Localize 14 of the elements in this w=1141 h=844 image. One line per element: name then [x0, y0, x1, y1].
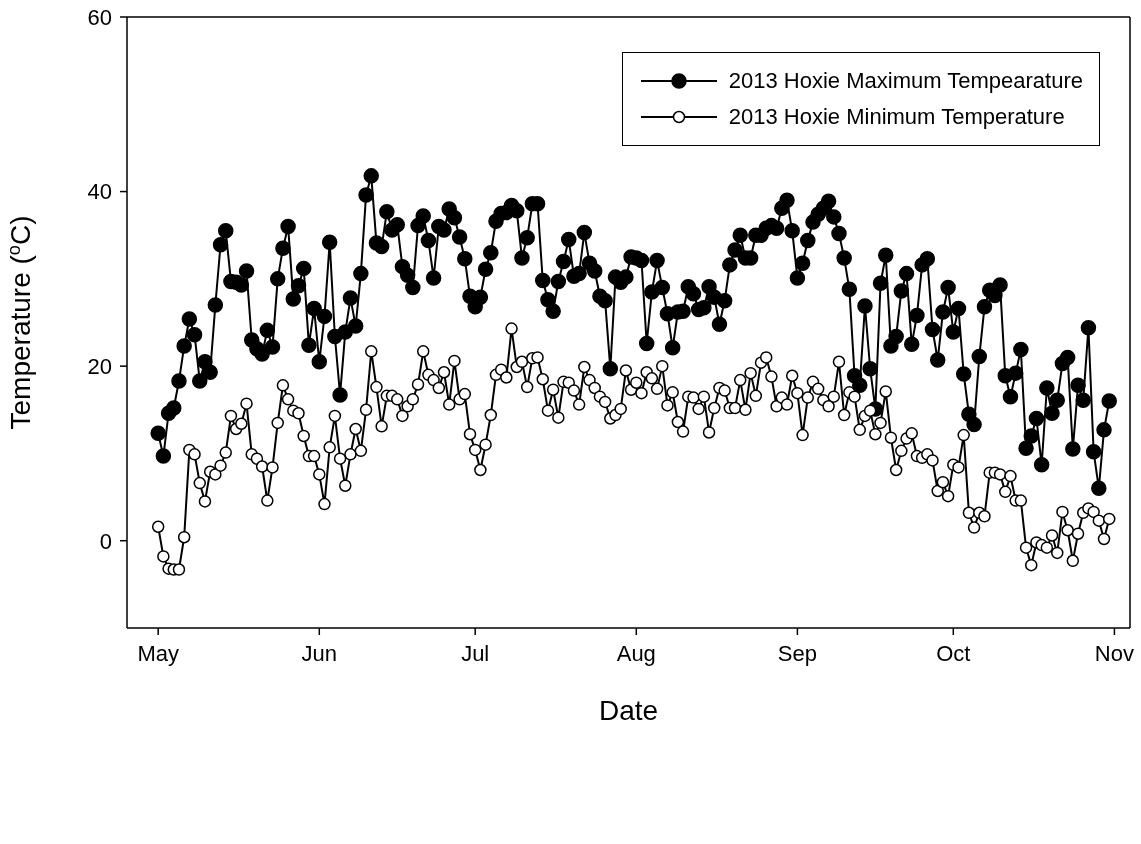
x-tick-label: Jul [461, 640, 490, 666]
x-tick-label: Aug [616, 640, 656, 666]
y-tick-label: 0 [99, 528, 112, 554]
y-tick-label: 20 [87, 353, 112, 379]
y-tick-label: 40 [87, 179, 112, 205]
x-tick-label: Oct [936, 640, 971, 666]
x-tick-label: Nov [1094, 640, 1134, 666]
legend-label: 2013 Hoxie Maximum Tempearature [728, 68, 1083, 94]
x-tick-label: Jun [301, 640, 338, 666]
legend-label: 2013 Hoxie Minimum Temperature [728, 104, 1065, 130]
y-tick-label: 60 [87, 4, 112, 30]
x-tick-label: May [137, 640, 179, 666]
x-tick-label: Sep [777, 640, 817, 666]
x-axis-title: Date [598, 695, 659, 726]
